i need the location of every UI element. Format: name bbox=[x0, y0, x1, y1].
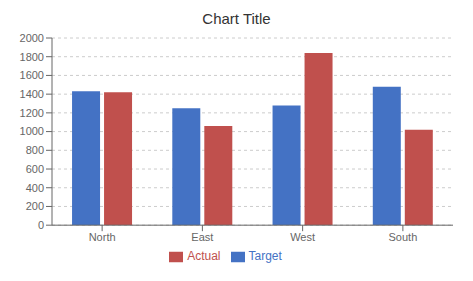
html-text:Actual: Actual bbox=[187, 249, 221, 264]
svg-text:800: 800 bbox=[26, 144, 44, 156]
svg-text:0: 0 bbox=[38, 219, 44, 231]
svg-text:400: 400 bbox=[26, 182, 44, 194]
svg-text:North: North bbox=[89, 231, 116, 243]
svg-text:1800: 1800 bbox=[20, 51, 44, 63]
svg-text:200: 200 bbox=[26, 200, 44, 212]
svg-text:1000: 1000 bbox=[20, 125, 44, 137]
svg-text:1600: 1600 bbox=[20, 69, 44, 81]
svg-text:1400: 1400 bbox=[20, 88, 44, 100]
svg-text:East: East bbox=[191, 231, 213, 243]
svg-text:1200: 1200 bbox=[20, 107, 44, 119]
svg-text:2000: 2000 bbox=[20, 32, 44, 44]
html-text:Chart Title: Chart Title bbox=[202, 10, 271, 27]
svg-text:West: West bbox=[290, 231, 315, 243]
svg-text:600: 600 bbox=[26, 163, 44, 175]
html-text:Target: Target bbox=[248, 249, 282, 264]
svg-text:South: South bbox=[389, 231, 418, 243]
